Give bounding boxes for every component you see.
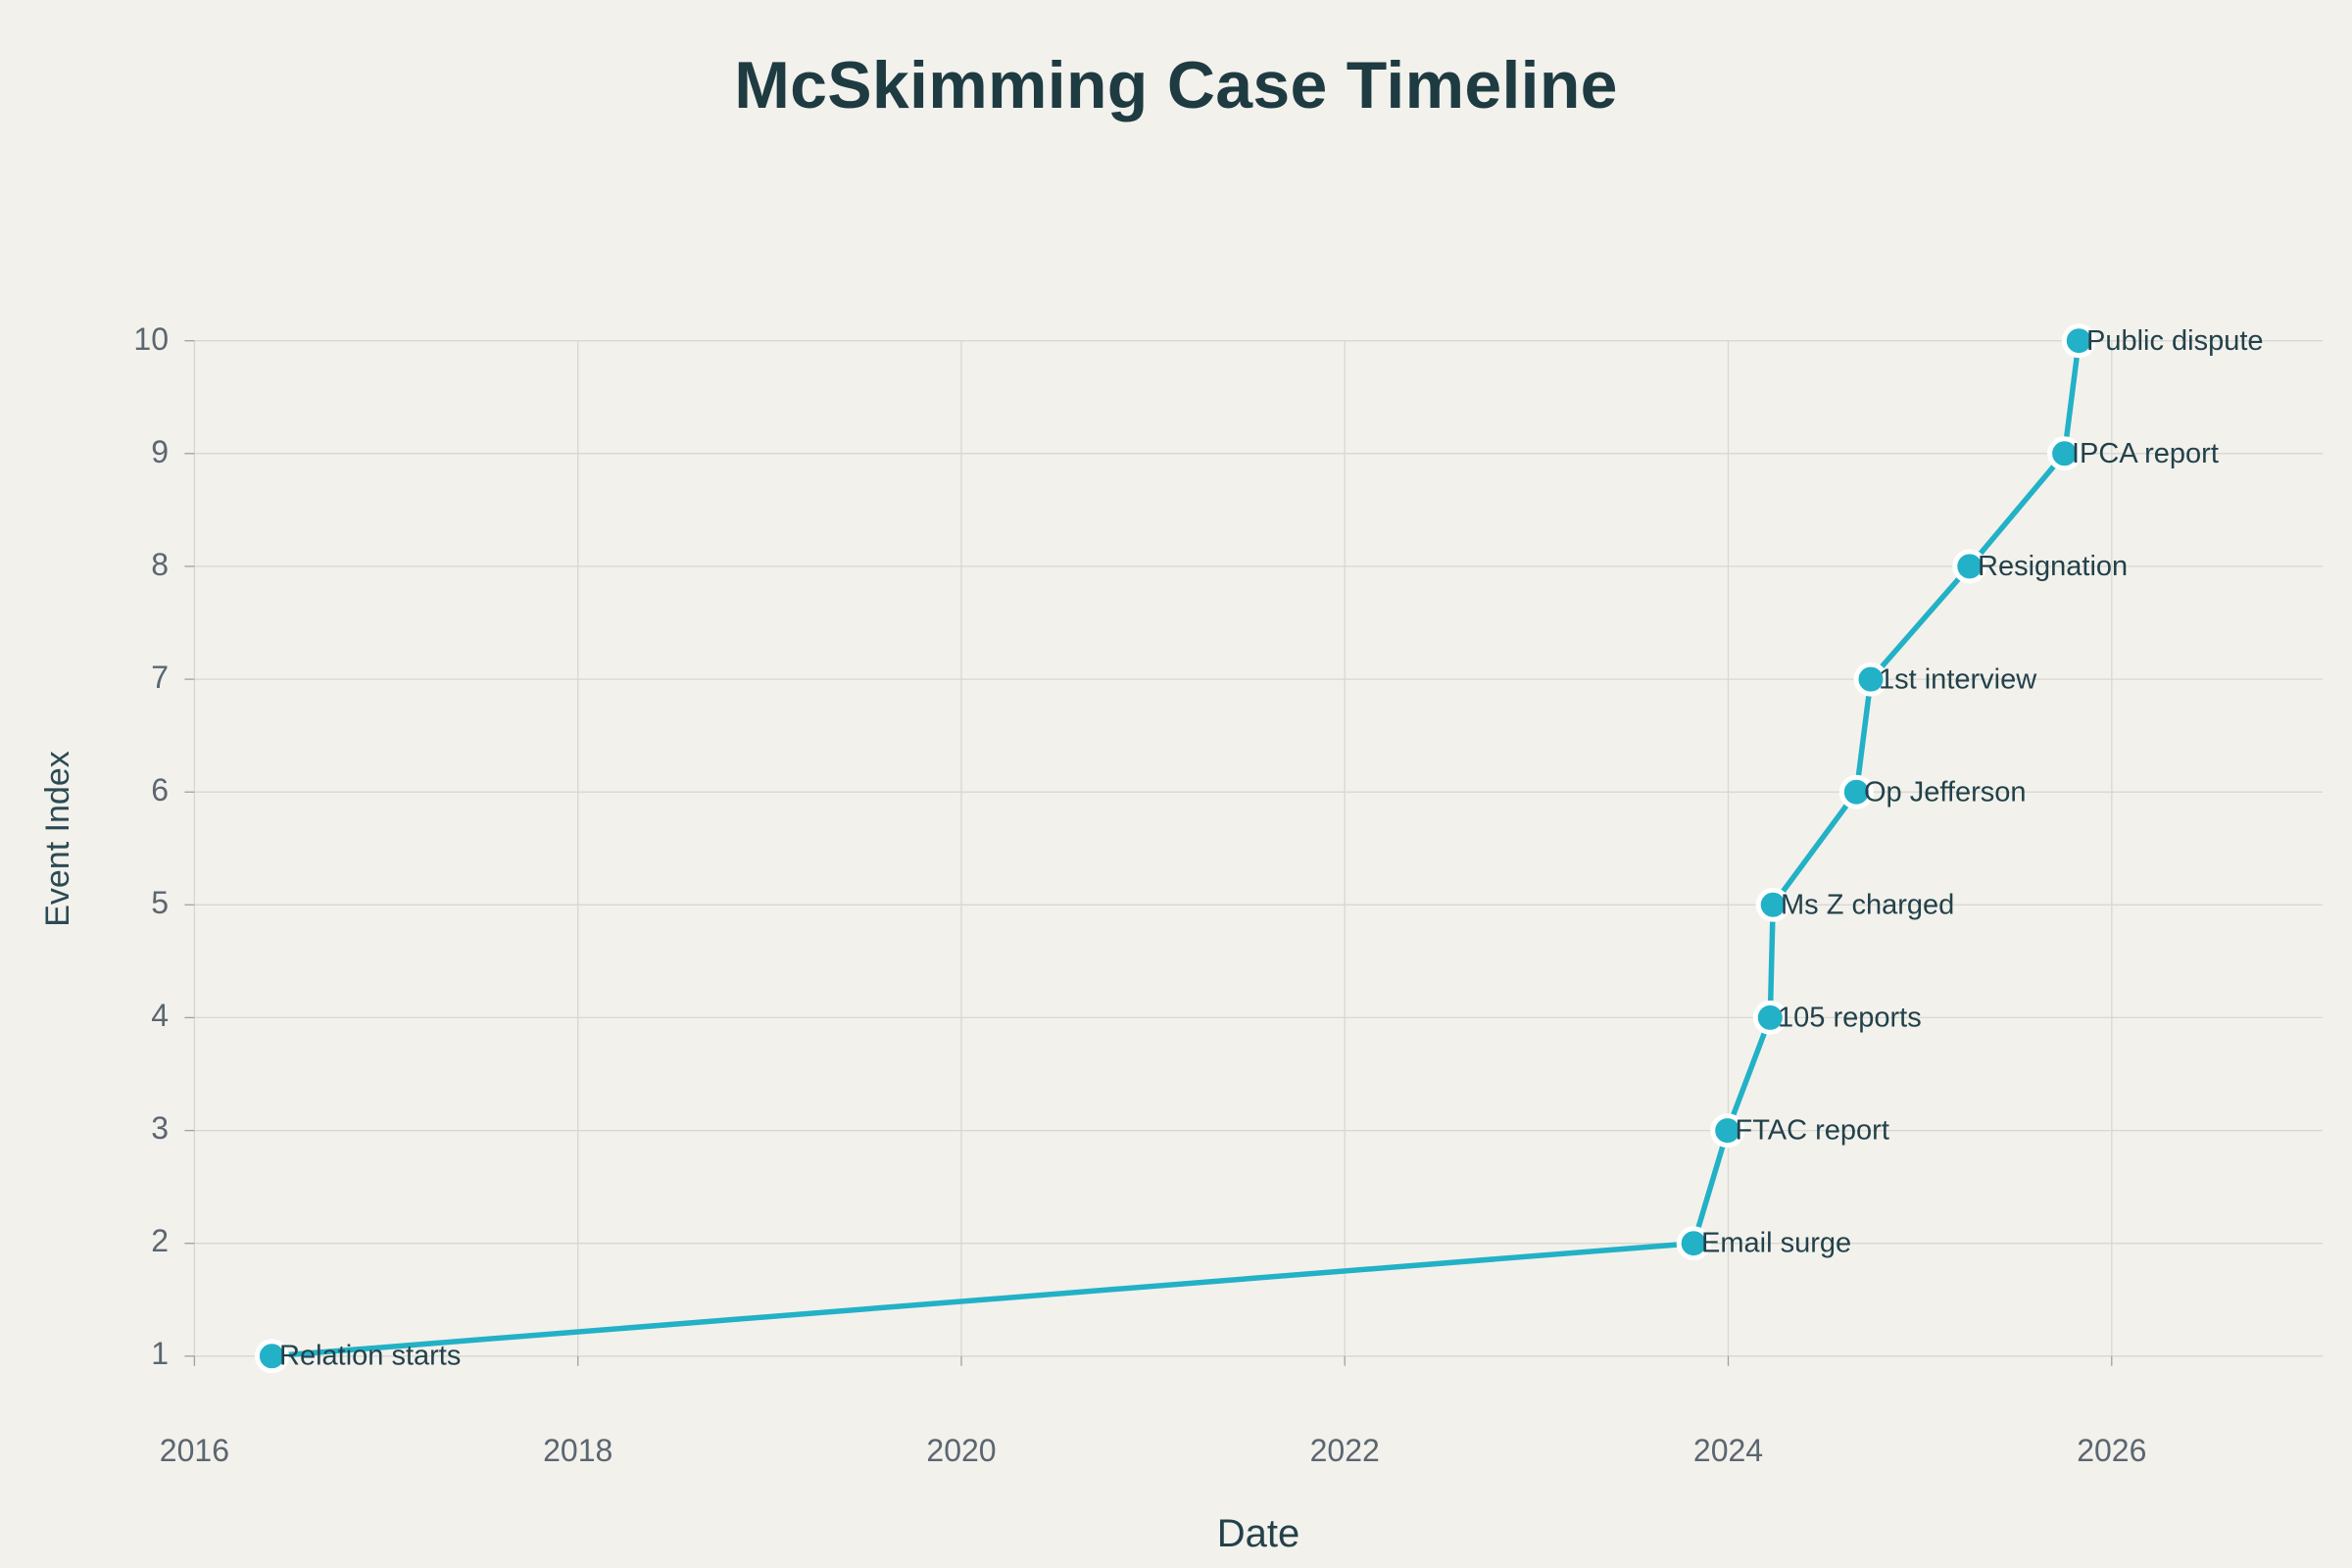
svg-text:Event Index: Event Index [39, 751, 76, 927]
svg-text:Date: Date [1217, 1512, 1300, 1555]
svg-text:2016: 2016 [160, 1433, 229, 1468]
svg-text:2024: 2024 [1693, 1433, 1763, 1468]
svg-text:3: 3 [151, 1110, 169, 1146]
svg-text:2026: 2026 [2077, 1433, 2146, 1468]
svg-text:9: 9 [151, 434, 169, 469]
svg-text:1: 1 [151, 1336, 169, 1371]
svg-text:4: 4 [151, 998, 169, 1033]
svg-text:2018: 2018 [543, 1433, 612, 1468]
svg-text:1st interview: 1st interview [1879, 664, 2037, 696]
svg-text:Email surge: Email surge [1701, 1228, 1851, 1259]
svg-text:6: 6 [151, 772, 169, 808]
svg-text:105 reports: 105 reports [1778, 1003, 1922, 1034]
svg-text:FTAC report: FTAC report [1736, 1115, 1889, 1147]
svg-text:Relation starts: Relation starts [279, 1341, 461, 1372]
svg-text:7: 7 [151, 660, 169, 695]
svg-text:Ms Z charged: Ms Z charged [1781, 890, 1954, 921]
svg-text:5: 5 [151, 885, 169, 920]
svg-text:Public dispute: Public dispute [2086, 325, 2264, 357]
svg-text:2022: 2022 [1310, 1433, 1380, 1468]
svg-text:2: 2 [151, 1223, 169, 1258]
svg-text:8: 8 [151, 547, 169, 582]
svg-text:10: 10 [133, 321, 169, 357]
svg-text:2020: 2020 [926, 1433, 996, 1468]
svg-text:Op Jefferson: Op Jefferson [1864, 777, 2027, 808]
svg-text:IPCA report: IPCA report [2072, 438, 2219, 469]
svg-text:Resignation: Resignation [1978, 551, 2128, 582]
